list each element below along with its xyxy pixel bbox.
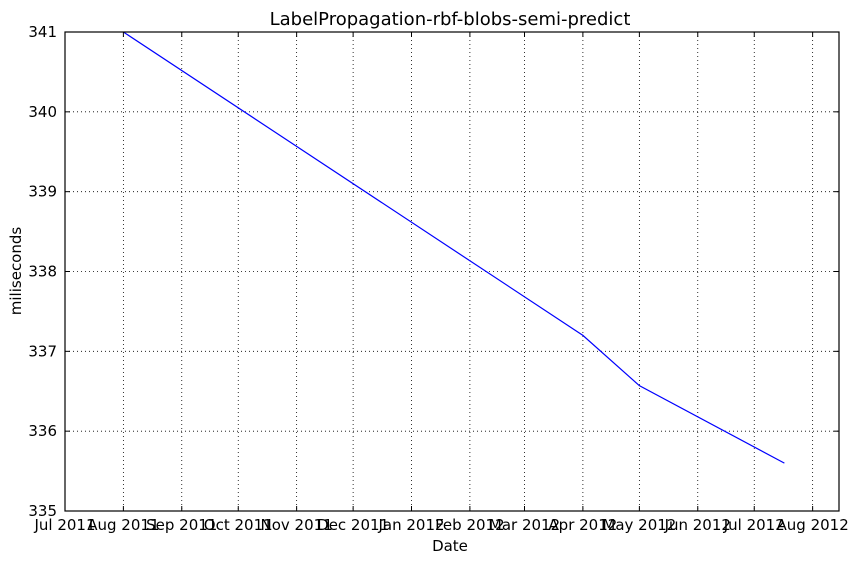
x-tick-label: Dec 2011 [317,516,389,534]
x-tick-label: Jan 2012 [377,516,444,534]
x-tick-label: Jun 2012 [664,516,731,534]
series-line-0 [123,31,785,464]
x-tick-label: Jul 2012 [723,516,785,534]
y-tick-label: 339 [28,183,57,201]
series-layer [123,31,785,464]
y-axis-label: miliseconds [7,227,25,316]
x-axis-label: Date [432,537,468,555]
chart-title: LabelPropagation-rbf-blobs-semi-predict [270,9,631,30]
x-tick-label: Aug 2011 [87,516,159,534]
y-tick-label: 335 [28,502,57,520]
x-tick-label: Aug 2012 [777,516,849,534]
x-tick-label: Sep 2011 [146,516,217,534]
x-tick-label: Jul 2011 [33,516,95,534]
y-tick-label: 337 [28,342,57,360]
grid [64,31,839,512]
x-tick-label: Nov 2011 [261,516,333,534]
x-tick-label: May 2012 [602,516,676,534]
y-tick-label: 338 [28,263,57,281]
x-tick-label: Apr 2012 [548,516,617,534]
y-tick-label: 336 [28,422,57,440]
x-tick-label: Mar 2012 [489,516,560,534]
y-tick-label: 340 [28,103,57,121]
x-tick-label: Feb 2012 [435,516,505,534]
y-tick-label: 341 [28,23,57,41]
x-tick-label: Oct 2011 [204,516,273,534]
